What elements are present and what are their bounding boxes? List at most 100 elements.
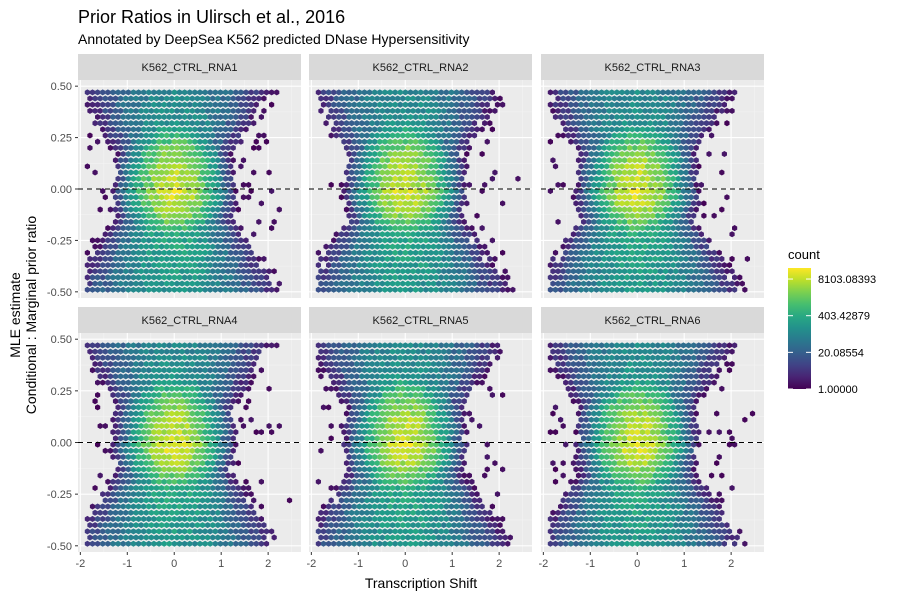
- hexbin: [621, 280, 628, 287]
- hexbin: [115, 151, 121, 158]
- hexbin: [482, 243, 488, 250]
- hexbin: [372, 262, 378, 269]
- hexbin: [112, 268, 119, 275]
- hexbin: [356, 200, 362, 207]
- hexbin: [361, 200, 368, 207]
- hexbin: [164, 194, 170, 201]
- y-tick-label: 0.25: [51, 133, 72, 145]
- hexbin: [466, 120, 472, 127]
- hexbin: [448, 274, 455, 281]
- hexbin: [115, 225, 121, 232]
- hexbin: [169, 144, 175, 151]
- facet-label: K562_CTRL_RNA4: [142, 315, 238, 327]
- hexbin: [356, 138, 362, 145]
- hexbin: [425, 120, 432, 127]
- hexbin: [413, 126, 419, 133]
- hexbin: [217, 151, 224, 158]
- hexbin: [245, 95, 252, 102]
- hexbin: [604, 274, 610, 281]
- hexbin: [118, 120, 124, 127]
- hexbin: [471, 120, 478, 127]
- hexbin: [141, 151, 147, 158]
- hexbin: [258, 274, 264, 281]
- hexbin: [138, 95, 144, 102]
- hexbin: [364, 157, 370, 164]
- hexbin: [184, 132, 190, 139]
- hexbin: [395, 144, 401, 151]
- hexbin: [336, 101, 342, 108]
- hexbin: [138, 280, 144, 287]
- hexbin: [379, 95, 385, 102]
- hexbin: [194, 206, 201, 213]
- hexbin: [189, 231, 195, 238]
- hexbin: [407, 274, 414, 281]
- hexbin: [146, 138, 152, 145]
- hexbin: [497, 95, 503, 102]
- hexbin: [217, 89, 224, 96]
- hexbin: [405, 120, 411, 127]
- hexbin: [397, 151, 403, 158]
- hexbin: [240, 120, 247, 127]
- hexbin: [133, 144, 139, 151]
- hexbin: [410, 169, 416, 176]
- hexbin: [407, 126, 414, 133]
- hexbin: [336, 237, 342, 244]
- hexbin: [222, 163, 229, 170]
- hexbin: [197, 151, 203, 158]
- hexbin: [230, 107, 236, 114]
- hexbin: [451, 181, 457, 188]
- hexbin: [438, 101, 444, 108]
- hexbin: [405, 218, 411, 225]
- hexbin: [708, 280, 715, 287]
- hexbin: [418, 101, 424, 108]
- hexbin: [410, 268, 416, 275]
- hexbin: [199, 243, 206, 250]
- hexbin: [153, 194, 160, 201]
- hexbin: [192, 200, 198, 207]
- hexbin: [410, 206, 416, 213]
- hexbin: [115, 175, 121, 182]
- hexbin: [637, 280, 643, 287]
- hexbin: [395, 120, 401, 127]
- hexbin: [596, 280, 602, 287]
- hexbin: [349, 194, 355, 201]
- hexbin: [166, 200, 172, 207]
- hexbin: [407, 200, 414, 207]
- hexbin: [423, 163, 429, 170]
- hexbin: [377, 262, 383, 269]
- hexbin: [189, 268, 195, 275]
- hexbin: [212, 175, 218, 182]
- hexbin: [583, 286, 589, 293]
- hexbin: [240, 280, 247, 287]
- hexbin: [315, 286, 321, 293]
- hexbin: [128, 144, 134, 151]
- hexbin: [438, 212, 444, 219]
- hexbin: [650, 274, 656, 281]
- hexbin: [328, 107, 334, 114]
- hexbin: [217, 101, 224, 108]
- hexbin: [428, 249, 434, 256]
- hexbin: [228, 138, 234, 145]
- hexbin: [451, 243, 457, 250]
- hexbin: [456, 181, 462, 188]
- hexbin: [230, 194, 236, 201]
- hexbin: [328, 268, 334, 275]
- hexbin-layer: [84, 89, 282, 293]
- hexbin: [423, 225, 429, 232]
- hexbin: [379, 194, 385, 201]
- hexbin: [158, 95, 165, 102]
- hexbin: [343, 194, 350, 201]
- hexbin: [217, 163, 224, 170]
- hexbin: [133, 243, 139, 250]
- hexbin: [276, 206, 282, 213]
- hexbin: [500, 249, 506, 256]
- hexbin: [356, 151, 362, 158]
- hexbin: [153, 206, 160, 213]
- hexbin: [639, 286, 646, 293]
- hexbin: [438, 274, 444, 281]
- hexbin: [359, 169, 365, 176]
- hexbin: [222, 249, 229, 256]
- facet-panels: K562_CTRL_RNA1-0.50-0.250.000.250.50K562…: [47, 54, 764, 570]
- hexbin: [382, 286, 388, 293]
- hexbin: [112, 194, 119, 201]
